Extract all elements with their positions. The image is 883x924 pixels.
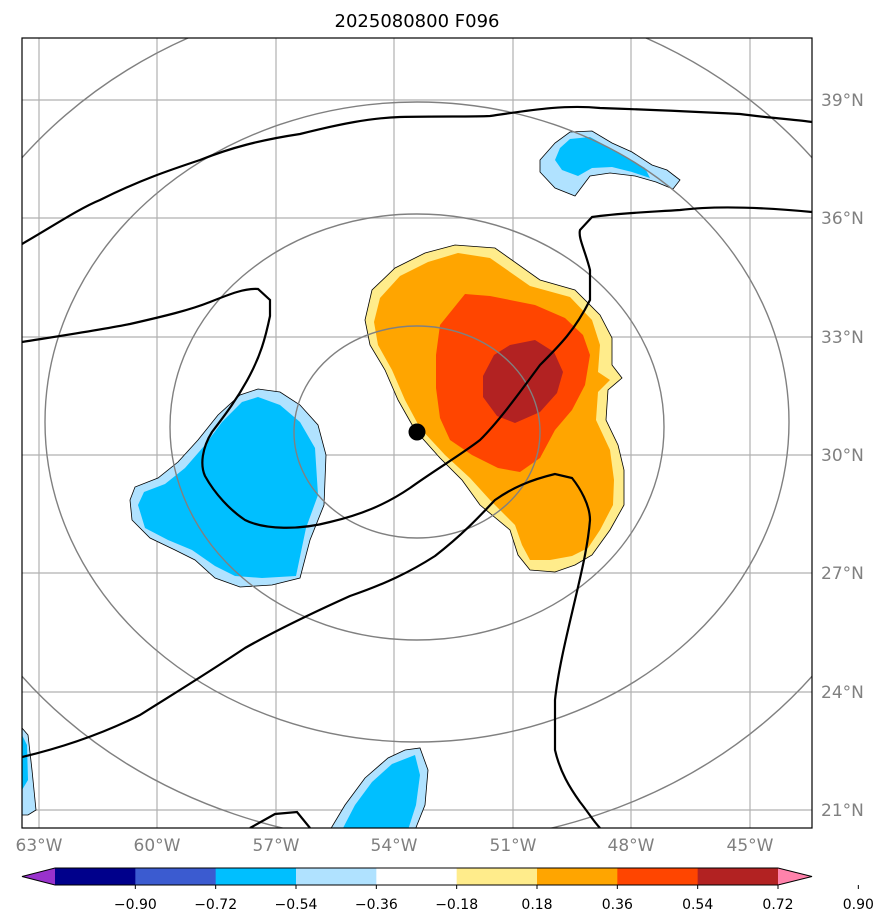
longitude-tick-label: 45°W — [727, 836, 774, 856]
colorbar-extend-min — [22, 868, 55, 885]
range-rings — [22, 38, 812, 828]
latitude-tick-label: 21°N — [821, 801, 864, 821]
colorbar-segment — [55, 868, 136, 885]
longitude-tick-label: 51°W — [490, 836, 537, 856]
longitude-tick-labels: 63°W 60°W 57°W 54°W 51°W 48°W 45°W — [16, 836, 774, 856]
colorbar-segment — [215, 868, 297, 885]
colorbar-tick-label: 0.54 — [682, 897, 713, 913]
latitude-tick-label: 39°N — [821, 91, 864, 111]
colorbar-tick-label: 0.90 — [843, 897, 874, 913]
latitude-tick-labels: 39°N 36°N 33°N 30°N 27°N 24°N 21°N — [821, 91, 864, 821]
longitude-tick-label: 54°W — [371, 836, 418, 856]
contour-lines — [22, 105, 812, 828]
figure-title: 2025080800 F096 — [335, 11, 500, 32]
colorbar-segment — [617, 868, 699, 885]
colorbar-segment — [697, 868, 779, 885]
latitude-tick-label: 27°N — [821, 564, 864, 584]
latitude-tick-label: 33°N — [821, 328, 864, 348]
longitude-tick-label: 60°W — [134, 836, 181, 856]
latitude-tick-label: 30°N — [821, 446, 864, 466]
colorbar-segment — [537, 868, 618, 885]
colorbar-tick-label: 0.36 — [602, 897, 633, 913]
negative-anomaly-edge — [22, 727, 37, 816]
map-frame — [21, 37, 813, 829]
contour-line-bottom — [249, 810, 311, 828]
longitude-tick-label: 48°W — [608, 836, 655, 856]
negative-anomaly-northeast — [539, 130, 681, 197]
colorbar-segment — [456, 868, 538, 885]
map-area — [22, 38, 812, 828]
colorbar-tick-label: −0.72 — [194, 897, 237, 913]
positive-anomaly — [364, 244, 625, 573]
range-ring-2 — [169, 213, 665, 641]
longitude-tick-label: 57°W — [253, 836, 300, 856]
colorbar-tick-label: −0.36 — [355, 897, 398, 913]
colorbar-tick-label: 0.18 — [521, 897, 552, 913]
colorbar-segment — [135, 868, 217, 885]
colorbar-extend-max — [778, 868, 812, 885]
colorbar-tick-label: −0.54 — [275, 897, 318, 913]
colorbar-tick-label: −0.90 — [114, 897, 157, 913]
negative-anomaly-south — [330, 747, 429, 828]
colorbar-segment — [296, 868, 377, 885]
longitude-tick-label: 63°W — [16, 836, 63, 856]
colorbar-segment — [376, 868, 458, 885]
colorbar-tick-label: 0.72 — [762, 897, 793, 913]
colorbar-tick-label: −0.18 — [435, 897, 478, 913]
storm-center-marker — [408, 423, 426, 441]
contour-line-north — [22, 105, 812, 245]
negative-anomaly-west — [129, 388, 327, 588]
latitude-tick-label: 36°N — [821, 209, 864, 229]
contour-line-south — [22, 472, 601, 828]
range-ring-3 — [44, 101, 790, 743]
colorbar: −0.90 −0.72 −0.54 −0.36 −0.18 0.18 0.36 0.54 0.7… — [21, 867, 874, 913]
range-ring-1 — [293, 325, 541, 539]
contour-line-middle — [22, 206, 812, 529]
latitude-tick-label: 24°N — [821, 683, 864, 703]
